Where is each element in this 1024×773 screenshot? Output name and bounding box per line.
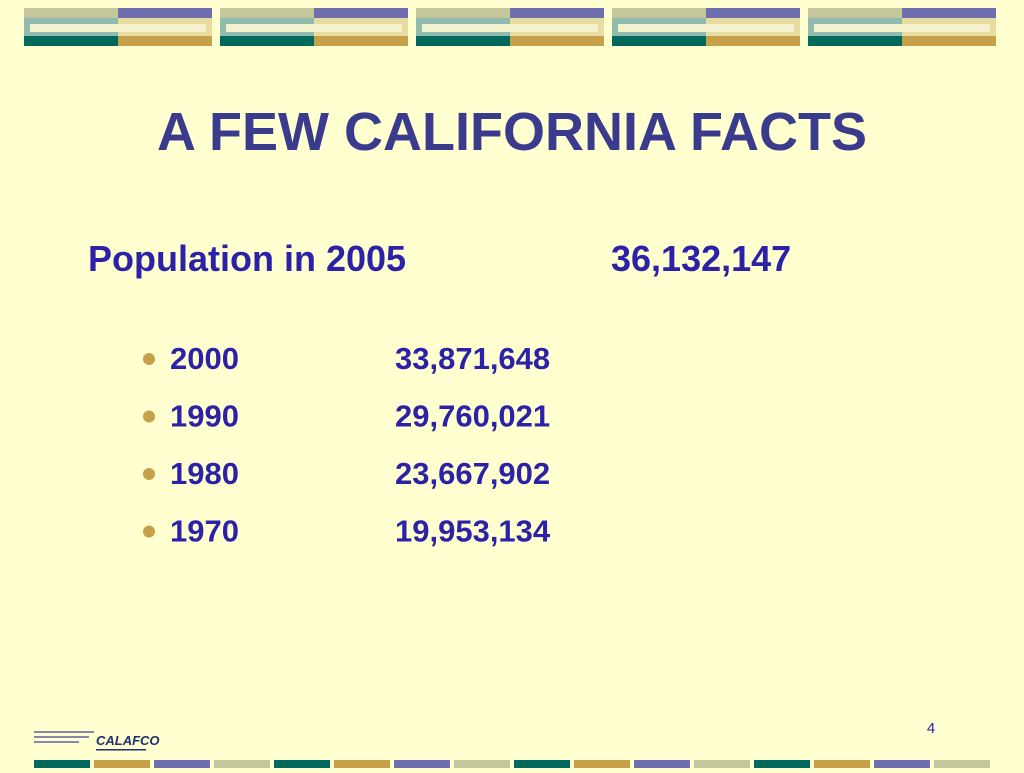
item-population: 33,871,648	[395, 341, 550, 376]
deco-strip	[754, 760, 810, 768]
deco-block	[220, 36, 314, 46]
deco-strip	[814, 760, 870, 768]
deco-strip	[934, 760, 990, 768]
deco-strip	[274, 760, 330, 768]
deco-block	[30, 24, 206, 32]
deco-block	[902, 8, 996, 18]
item-year: 2000	[170, 341, 239, 376]
deco-block	[618, 24, 794, 32]
deco-block	[510, 36, 604, 46]
deco-block	[416, 36, 510, 46]
deco-block	[314, 8, 408, 18]
deco-block	[510, 8, 604, 18]
deco-strip	[514, 760, 570, 768]
deco-strip	[694, 760, 750, 768]
page-number: 4	[927, 720, 935, 737]
deco-block	[24, 8, 118, 18]
deco-block	[416, 8, 510, 18]
deco-block	[902, 36, 996, 46]
bottom-decoration	[34, 760, 990, 768]
item-population: 29,760,021	[395, 399, 550, 434]
deco-block	[612, 36, 706, 46]
deco-block	[226, 24, 402, 32]
logo-line	[34, 731, 94, 733]
deco-block	[220, 8, 314, 18]
logo-line	[34, 736, 89, 738]
bullet	[143, 410, 155, 423]
deco-strip	[634, 760, 690, 768]
deco-strip	[334, 760, 390, 768]
deco-strip	[454, 760, 510, 768]
deco-block	[422, 24, 598, 32]
deco-strip	[154, 760, 210, 768]
item-year: 1980	[170, 456, 239, 491]
deco-block	[814, 24, 990, 32]
deco-strip	[394, 760, 450, 768]
deco-block	[706, 8, 800, 18]
item-year: 1990	[170, 399, 239, 434]
deco-block	[118, 36, 212, 46]
deco-block	[808, 8, 902, 18]
headline-label: Population in 2005	[88, 238, 406, 279]
deco-block	[612, 8, 706, 18]
logo-underline	[96, 749, 146, 751]
slide-title: A FEW CALIFORNIA FACTS	[157, 102, 867, 162]
deco-strip	[574, 760, 630, 768]
top-decoration	[24, 8, 996, 46]
headline-value: 36,132,147	[611, 238, 791, 279]
deco-block	[808, 36, 902, 46]
deco-strip	[214, 760, 270, 768]
logo: CALAFCO	[34, 731, 160, 751]
deco-block	[314, 36, 408, 46]
bullet	[143, 525, 155, 538]
item-population: 23,667,902	[395, 456, 550, 491]
deco-strip	[34, 760, 90, 768]
bullet	[143, 468, 155, 480]
deco-strip	[874, 760, 930, 768]
bullet	[143, 353, 155, 365]
deco-block	[118, 8, 212, 18]
deco-strip	[94, 760, 150, 768]
item-year: 1970	[170, 514, 239, 549]
deco-block	[706, 36, 800, 46]
logo-line	[34, 741, 79, 743]
deco-block	[24, 36, 118, 46]
bullet-list: 2000 33,871,648 1990 29,760,021 1980 23,667,9…	[143, 341, 551, 549]
logo-text: CALAFCO	[96, 733, 160, 748]
item-population: 19,953,134	[395, 514, 551, 549]
